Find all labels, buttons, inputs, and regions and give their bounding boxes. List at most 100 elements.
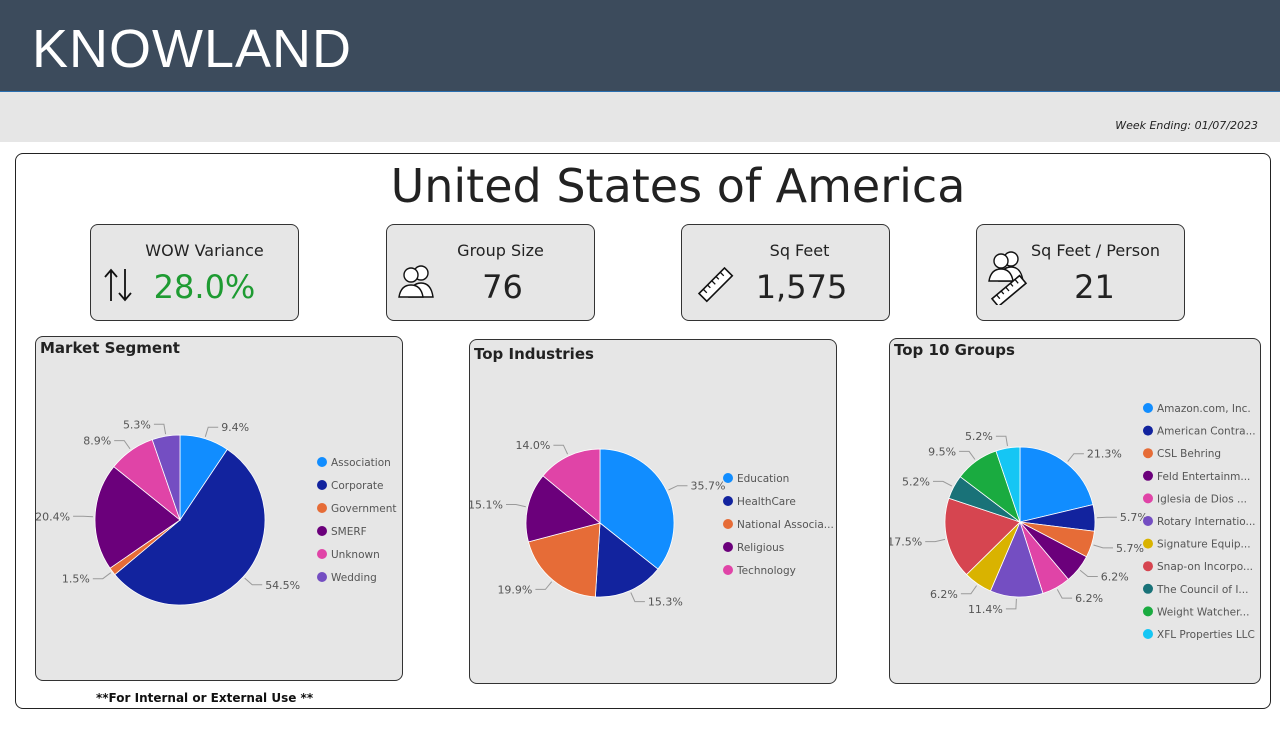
legend-entry[interactable]: Unknown xyxy=(331,549,380,561)
legend-entry[interactable]: XFL Properties LLC xyxy=(1157,629,1255,641)
leader-line xyxy=(153,423,167,435)
top-groups-chart: Top 10 Groups 21.3% 5.7% 5.7% 6.2% 6.2% 11.4%… xyxy=(887,338,1261,684)
pie-slice[interactable] xyxy=(525,475,601,543)
slice-data-label: 8.9% xyxy=(83,435,111,448)
kpi-value: 28.0% xyxy=(153,268,256,306)
legend-entry[interactable]: Weight Watcher... xyxy=(1157,606,1249,618)
legend-marker xyxy=(317,549,327,559)
legend-entry[interactable]: Feld Entertainm... xyxy=(1157,471,1250,483)
market-segment-chart: Market Segment 9.4% 54.5% 1.5% 20.4% 8.9% 5.3… xyxy=(35,336,403,681)
ruler-icon xyxy=(696,265,736,309)
market-segment-pie: 9.4% 54.5% 1.5% 20.4% 8.9% 5.3% Association Cor… xyxy=(35,418,396,606)
legend-entry[interactable]: American Contra... xyxy=(1157,426,1256,438)
legend-marker xyxy=(1143,583,1153,594)
slice-data-label: 5.7% xyxy=(1120,511,1148,524)
slice-data-label: 19.9% xyxy=(497,583,532,596)
legend-entry[interactable]: Education xyxy=(737,473,789,485)
kpi-card-group-size: Group Size 76 xyxy=(386,224,595,321)
legend-marker xyxy=(1143,516,1153,526)
legend-entry[interactable]: Association xyxy=(331,457,391,469)
kpi-title: Sq Feet / Person xyxy=(1030,241,1160,260)
pie-slice[interactable] xyxy=(594,522,659,598)
legend-entry[interactable]: The Council of I... xyxy=(1156,584,1248,596)
pie-slice[interactable] xyxy=(527,522,601,598)
pie-slice[interactable] xyxy=(599,448,675,570)
top-groups-pie: 21.3% 5.7% 5.7% 6.2% 6.2% 11.4% 6.2% 17.5% 5.2% 9… xyxy=(887,403,1256,641)
legend-marker xyxy=(723,519,733,529)
leader-line xyxy=(1096,516,1117,519)
legend-entry[interactable]: Wedding xyxy=(331,572,377,584)
chart-title: Top Industries xyxy=(474,345,594,363)
top-industries-chart: Top Industries 35.7% 15.3% 19.9% 15.1% 14.0%… xyxy=(468,339,837,684)
slice-data-label: 54.5% xyxy=(265,579,300,592)
legend-entry[interactable]: Religious xyxy=(737,542,784,554)
pie-slice[interactable] xyxy=(944,497,1021,576)
pie-slice[interactable] xyxy=(151,434,181,521)
leader-line xyxy=(553,444,569,455)
kpi-value: 1,575 xyxy=(755,268,848,306)
pie-slice[interactable] xyxy=(94,466,181,569)
legend-entry[interactable]: CSL Behring xyxy=(1157,448,1221,460)
leader-line xyxy=(1079,569,1098,577)
top-industries-pie: 35.7% 15.3% 19.9% 15.1% 14.0% Education Health… xyxy=(468,439,834,608)
legend-entry[interactable]: Technology xyxy=(736,565,796,577)
legend-marker xyxy=(317,480,327,490)
legend-entry[interactable]: Rotary Internatio... xyxy=(1157,516,1256,528)
leader-line xyxy=(114,440,131,450)
slice-data-label: 9.4% xyxy=(221,421,249,434)
pie-slice[interactable] xyxy=(114,448,266,606)
kpi-card-sq-feet: Sq Feet 1,575 xyxy=(681,224,890,321)
legend-entry[interactable]: SMERF xyxy=(331,526,367,538)
legend-entry[interactable]: Signature Equip... xyxy=(1157,539,1251,551)
chart-title: Market Segment xyxy=(40,339,180,357)
kpi-card-wow-variance: WOW Variance 28.0% xyxy=(90,224,299,321)
leader-line xyxy=(933,480,953,487)
legend-marker xyxy=(1143,561,1153,572)
legend-entry[interactable]: Government xyxy=(331,503,396,515)
kpi-title: Sq Feet xyxy=(769,241,830,260)
leader-line xyxy=(244,577,263,586)
legend-marker xyxy=(723,473,733,483)
leader-line xyxy=(925,538,946,543)
leader-line xyxy=(204,426,219,437)
slice-data-label: 6.2% xyxy=(1075,592,1103,605)
legend-entry[interactable]: Amazon.com, Inc. xyxy=(1157,403,1251,415)
legend-marker xyxy=(1143,403,1153,413)
knowland-logo: KNOWLAND xyxy=(32,19,353,79)
legend-entry[interactable]: National Associa... xyxy=(737,519,834,531)
legend-entry[interactable]: Snap-on Incorpo... xyxy=(1157,561,1253,573)
kpi-value: 21 xyxy=(1074,268,1115,306)
slice-data-label: 1.5% xyxy=(62,573,90,586)
slice-data-label: 14.0% xyxy=(515,439,550,452)
legend-marker xyxy=(723,565,733,575)
legend-marker xyxy=(1143,538,1153,549)
leader-line xyxy=(995,435,1008,447)
people-ruler-icon xyxy=(987,249,1031,309)
leader-line xyxy=(959,450,976,460)
usage-footnote: **For Internal or External Use ** xyxy=(96,691,314,705)
legend-marker xyxy=(317,503,327,513)
legend-entry[interactable]: Corporate xyxy=(331,480,384,492)
slice-data-label: 15.1% xyxy=(470,499,503,512)
leader-line xyxy=(506,504,526,508)
pie-slice[interactable] xyxy=(542,448,601,524)
legend-marker xyxy=(723,496,733,506)
legend-marker xyxy=(1143,493,1153,504)
pie-slice[interactable] xyxy=(1019,446,1094,523)
legend-entry[interactable]: HealthCare xyxy=(737,496,796,508)
pie-slice[interactable] xyxy=(995,446,1021,523)
slice-data-label: 5.2% xyxy=(902,475,930,488)
slice-data-label: 9.5% xyxy=(928,445,956,458)
legend-marker xyxy=(1143,448,1153,459)
legend-marker xyxy=(1143,606,1153,617)
legend-marker xyxy=(723,542,733,552)
slice-data-label: 6.2% xyxy=(930,588,958,601)
legend-marker xyxy=(1143,425,1153,436)
kpi-value: 76 xyxy=(482,268,523,306)
kpi-card-sq-feet-per-person: Sq Feet / Person 21 xyxy=(976,224,1185,321)
legend-marker xyxy=(1143,629,1153,639)
legend-entry[interactable]: Iglesia de Dios ... xyxy=(1157,493,1247,505)
kpi-title: WOW Variance xyxy=(145,241,264,260)
slice-data-label: 5.3% xyxy=(123,418,151,431)
slice-data-label: 6.2% xyxy=(1101,571,1129,584)
